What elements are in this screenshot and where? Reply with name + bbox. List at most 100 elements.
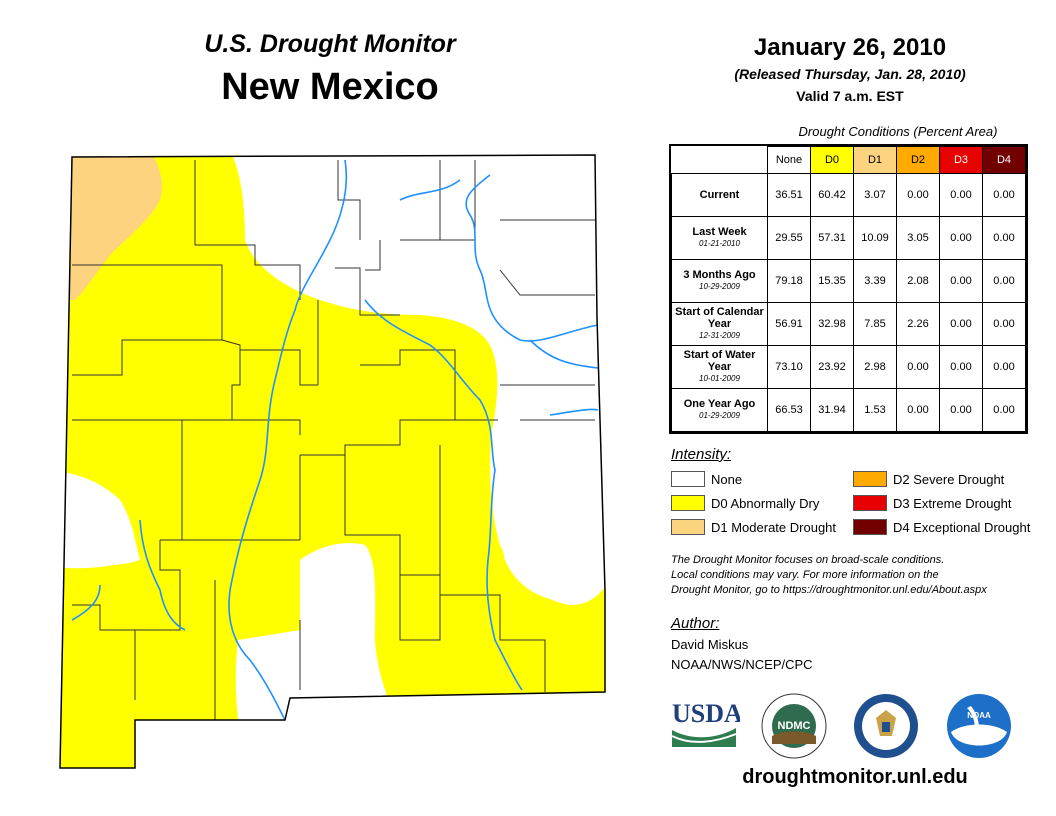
table-row: Last Week 01-21-2010 29.55 57.31 10.09 3.05 0.… — [671, 216, 1026, 260]
legend-item: D3 Extreme Drought — [853, 495, 1012, 511]
table-cell: 60.42 — [810, 173, 854, 217]
legend-swatch — [853, 471, 887, 487]
table-cell: 66.53 — [767, 388, 811, 432]
legend-label: D1 Moderate Drought — [711, 519, 837, 535]
legend-title: Intensity: — [671, 446, 732, 463]
usda-logo: USDA — [671, 699, 740, 747]
table-cell: 0.00 — [939, 345, 983, 389]
table-cell: 2.26 — [896, 302, 940, 346]
table-cell: 10.09 — [853, 216, 897, 260]
table-cell: 79.18 — [767, 259, 811, 303]
commerce-seal-logo — [854, 694, 918, 758]
noaa-logo-text: NOAA — [967, 711, 991, 720]
row-label: Last Week 01-21-2010 — [671, 216, 768, 260]
table-cell: 7.85 — [853, 302, 897, 346]
legend-swatch — [671, 519, 705, 535]
row-label: Current — [671, 173, 768, 217]
table-cell: 2.08 — [896, 259, 940, 303]
table-cell: 1.53 — [853, 388, 897, 432]
table-cell: 57.31 — [810, 216, 854, 260]
valid-time: Valid 7 a.m. EST — [796, 88, 904, 104]
table-row: 3 Months Ago 10-29-2009 79.18 15.35 3.39 2.08… — [671, 259, 1026, 303]
table-corner — [671, 146, 768, 174]
table-cell: 36.51 — [767, 173, 811, 217]
table-cell: 0.00 — [939, 302, 983, 346]
release-date: (Released Thursday, Jan. 28, 2010) — [734, 66, 966, 82]
note-line-3: Drought Monitor, go to https://droughtmo… — [671, 584, 987, 596]
row-date: 01-29-2009 — [699, 411, 740, 420]
table-cell: 32.98 — [810, 302, 854, 346]
legend-item: D0 Abnormally Dry — [671, 495, 819, 511]
note-line-2: Local conditions may vary. For more info… — [671, 569, 939, 581]
drought-conditions-table: None D0 D1 D2 D3 D4 Current 36.51 60.42 3.07 0.00… — [669, 144, 1028, 434]
legend-swatch — [853, 495, 887, 511]
legend-swatch — [671, 471, 705, 487]
table-cell: 56.91 — [767, 302, 811, 346]
column-header-d1: D1 — [853, 146, 897, 174]
note-line-1: The Drought Monitor focuses on broad-sca… — [671, 554, 945, 566]
row-label: Start of Water Year 10-01-2009 — [671, 345, 768, 389]
author-name: David Miskus — [671, 637, 749, 652]
author-org: NOAA/NWS/NCEP/CPC — [671, 657, 813, 672]
table-cell: 0.00 — [896, 388, 940, 432]
column-header-d4: D4 — [982, 146, 1026, 174]
table-cell: 2.98 — [853, 345, 897, 389]
row-label-text: One Year Ago — [683, 398, 756, 410]
table-cell: 31.94 — [810, 388, 854, 432]
none-pocket-southeast — [497, 433, 600, 602]
rivers — [71, 159, 599, 721]
row-date: 10-01-2009 — [699, 374, 740, 383]
map-subtitle: U.S. Drought Monitor — [204, 30, 456, 58]
table-caption: Drought Conditions (Percent Area) — [798, 124, 998, 139]
table-cell: 3.39 — [853, 259, 897, 303]
table-body: Current 36.51 60.42 3.07 0.00 0.00 0.00 Last We… — [671, 173, 1026, 432]
drought-monitor-note: The Drought Monitor focuses on broad-sca… — [671, 553, 1041, 598]
table-cell: 15.35 — [810, 259, 854, 303]
d0-area — [60, 155, 605, 768]
state-outline — [59, 154, 606, 769]
none-pocket-south — [300, 543, 395, 720]
table-cell: 0.00 — [982, 259, 1026, 303]
row-label-text: Start of Water Year — [683, 349, 756, 373]
legend-swatch — [853, 519, 887, 535]
legend-swatch — [671, 495, 705, 511]
row-label: 3 Months Ago 10-29-2009 — [671, 259, 768, 303]
table-cell: 0.00 — [982, 345, 1026, 389]
footer-url[interactable]: droughtmonitor.unl.edu — [742, 766, 968, 788]
table-row: Start of Calendar Year 12-31-2009 56.91 32.… — [671, 302, 1026, 346]
table-cell: 0.00 — [896, 345, 940, 389]
table-cell: 29.55 — [767, 216, 811, 260]
report-date: January 26, 2010 — [753, 34, 947, 61]
table-cell: 0.00 — [982, 173, 1026, 217]
table-cell: 23.92 — [810, 345, 854, 389]
usda-logo-text: USDA — [672, 699, 740, 728]
table-cell: 0.00 — [982, 302, 1026, 346]
legend-label: D3 Extreme Drought — [893, 495, 1012, 511]
legend-item: None — [671, 471, 742, 487]
table-cell: 0.00 — [896, 173, 940, 217]
noaa-logo: NOAA — [947, 694, 1011, 758]
none-pocket-lower — [235, 630, 300, 720]
row-label-text: Last Week — [692, 226, 747, 238]
table-cell: 3.05 — [896, 216, 940, 260]
row-date: 01-21-2010 — [699, 239, 740, 248]
legend-label: None — [711, 471, 743, 487]
row-label-text: Start of Calendar Year — [675, 306, 764, 330]
legend-item: D2 Severe Drought — [853, 471, 1004, 487]
table-cell: 3.07 — [853, 173, 897, 217]
legend-item: D4 Exceptional Drought — [853, 519, 1030, 535]
table-header-row: None D0 D1 D2 D3 D4 — [671, 146, 1026, 174]
row-label: One Year Ago 01-29-2009 — [671, 388, 768, 432]
table-cell: 0.00 — [982, 388, 1026, 432]
legend-item: D1 Moderate Drought — [671, 519, 836, 535]
table-cell: 73.10 — [767, 345, 811, 389]
table-cell: 0.00 — [982, 216, 1026, 260]
legend-label: D0 Abnormally Dry — [711, 495, 820, 511]
row-date: 10-29-2009 — [699, 282, 740, 291]
table-cell: 0.00 — [939, 216, 983, 260]
legend-label: D4 Exceptional Drought — [893, 519, 1031, 535]
row-label-text: 3 Months Ago — [683, 269, 756, 281]
table-cell: 0.00 — [939, 259, 983, 303]
table-cell: 0.00 — [939, 388, 983, 432]
new-mexico-drought-map — [59, 154, 606, 769]
